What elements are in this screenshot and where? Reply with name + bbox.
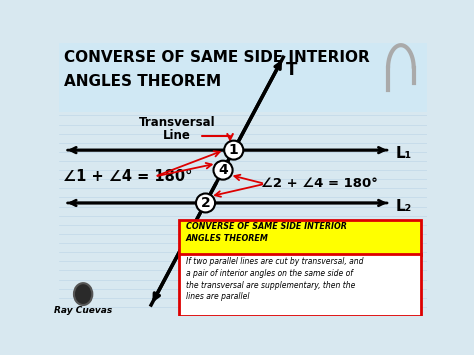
Text: T: T (286, 61, 298, 79)
Text: ∠2 + ∠4 = 180°: ∠2 + ∠4 = 180° (261, 178, 378, 190)
FancyBboxPatch shape (59, 43, 427, 112)
Text: Ray Cuevas: Ray Cuevas (54, 306, 112, 315)
Text: 4: 4 (218, 163, 228, 177)
Text: Transversal: Transversal (138, 116, 215, 129)
Circle shape (213, 161, 233, 180)
Text: 2: 2 (201, 196, 210, 210)
Circle shape (196, 193, 215, 212)
Text: CONVERSE OF SAME SIDE INTERIOR
ANGLES THEOREM: CONVERSE OF SAME SIDE INTERIOR ANGLES TH… (186, 222, 347, 243)
Text: L₂: L₂ (395, 199, 411, 214)
Text: ∠1 + ∠4 = 180°: ∠1 + ∠4 = 180° (63, 169, 192, 184)
Ellipse shape (74, 283, 92, 305)
FancyBboxPatch shape (179, 220, 421, 256)
Text: ANGLES THEOREM: ANGLES THEOREM (64, 73, 221, 89)
Text: If two parallel lines are cut by transversal, and
a pair of interior angles on t: If two parallel lines are cut by transve… (186, 257, 364, 301)
Text: L₁: L₁ (395, 146, 411, 161)
FancyBboxPatch shape (179, 254, 421, 316)
Text: 1: 1 (229, 143, 238, 157)
Text: CONVERSE OF SAME SIDE INTERIOR: CONVERSE OF SAME SIDE INTERIOR (64, 50, 369, 65)
Text: Line: Line (163, 129, 191, 142)
Circle shape (224, 141, 243, 160)
